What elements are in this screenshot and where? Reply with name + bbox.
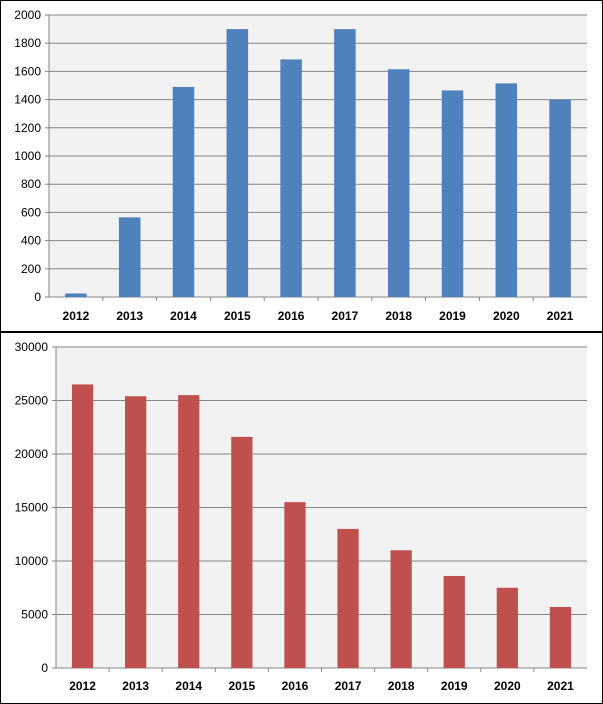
x-tick-label: 2013: [122, 679, 149, 693]
bar-2015: [226, 29, 249, 297]
y-tick-label: 1400: [14, 93, 41, 107]
y-tick-label: 0: [41, 661, 48, 675]
bar-2017: [334, 29, 356, 297]
x-tick-label: 2018: [385, 309, 412, 323]
x-tick-label: 2020: [494, 679, 521, 693]
bar-2012: [71, 384, 94, 668]
x-tick-label: 2019: [439, 309, 466, 323]
y-tick-label: 15000: [15, 501, 49, 515]
x-tick-label: 2020: [493, 309, 520, 323]
bar-2012: [65, 293, 87, 297]
bar-2021: [549, 99, 571, 297]
x-tick-label: 2015: [224, 309, 251, 323]
y-tick-label: 0: [34, 290, 41, 304]
bar-chart-top: 0 200 400 600 800 1000 1200 1400 1600 1800 2000 201…: [14, 8, 587, 323]
x-tick-label: 2014: [170, 309, 197, 323]
y-tick-label: 1800: [14, 36, 41, 50]
chart-panel-bottom: 0 5000 10000 15000 20000 25000 30000 2012 2013 20…: [0, 332, 603, 704]
y-tick-label: 600: [21, 205, 41, 219]
bar-2017: [337, 528, 359, 668]
x-tick-label: 2017: [335, 679, 362, 693]
x-tick-label: 2021: [547, 679, 574, 693]
bar-2014: [172, 86, 195, 297]
x-tick-label: 2019: [441, 679, 468, 693]
x-tick-label: 2017: [332, 309, 359, 323]
y-tick-label: 25000: [15, 394, 49, 408]
x-tick-label: 2016: [282, 679, 309, 693]
x-tick-label: 2018: [388, 679, 415, 693]
y-tick-label: 10000: [15, 554, 49, 568]
x-tick-label: 2015: [228, 679, 255, 693]
bar-2021: [549, 607, 572, 668]
bar-2018: [390, 550, 412, 668]
y-tick-label: 400: [21, 234, 41, 248]
y-tick-label: 200: [21, 262, 41, 276]
bar-2015: [231, 436, 253, 668]
bar-2019: [443, 575, 465, 668]
y-tick-label: 20000: [15, 447, 49, 461]
bar-2020: [496, 587, 518, 668]
x-tick-label: 2013: [116, 309, 143, 323]
y-tick-label: 800: [21, 177, 41, 191]
bar-2014: [178, 395, 200, 668]
bar-2016: [280, 59, 302, 297]
bar-2016: [284, 502, 306, 668]
bar-2013: [118, 217, 141, 297]
chart-panel-top: 0 200 400 600 800 1000 1200 1400 1600 1800 2000 201…: [0, 0, 603, 332]
x-tick-label: 2012: [63, 309, 90, 323]
bar-2019: [441, 90, 464, 297]
bar-chart-bottom: 0 5000 10000 15000 20000 25000 30000 2012 2013 20…: [15, 340, 587, 693]
bar-2020: [495, 83, 518, 297]
y-tick-label: 2000: [14, 8, 41, 22]
y-tick-label: 30000: [15, 340, 49, 354]
x-tick-label: 2021: [547, 309, 574, 323]
y-tick-label: 1600: [14, 64, 41, 78]
bar-2018: [387, 69, 410, 297]
y-tick-label: 1000: [14, 149, 41, 163]
bar-2013: [125, 396, 147, 668]
y-tick-label: 5000: [21, 608, 48, 622]
x-tick-label: 2012: [69, 679, 96, 693]
x-tick-label: 2014: [175, 679, 202, 693]
x-tick-label: 2016: [278, 309, 305, 323]
y-tick-label: 1200: [14, 121, 41, 135]
